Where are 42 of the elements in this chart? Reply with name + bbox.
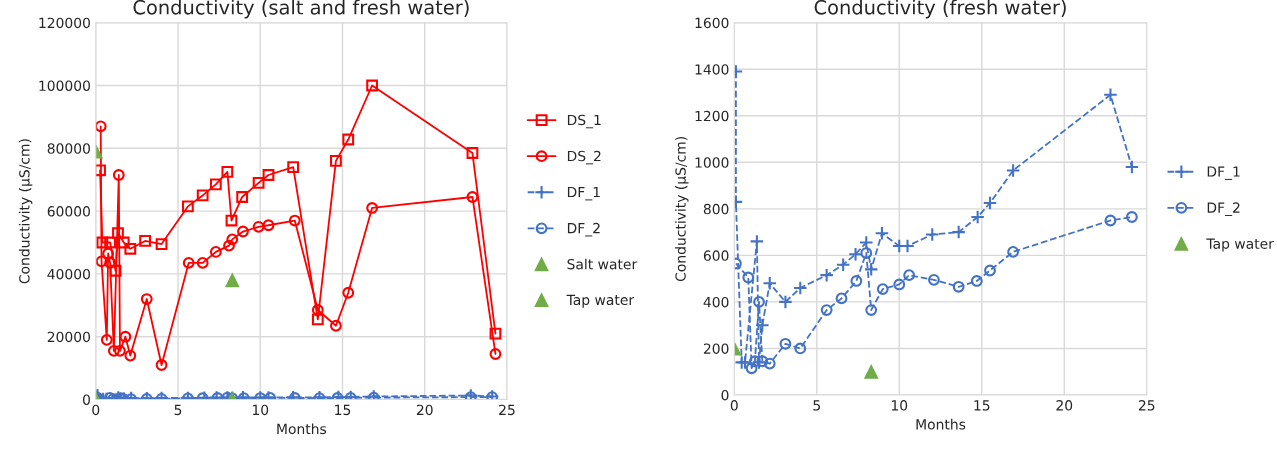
y-tick-label: 60000 — [47, 206, 90, 217]
chart-title: Conductivity (salt and fresh water) — [133, 0, 469, 19]
y-tick-label: 120000 — [39, 17, 90, 29]
x-tick-label: 5 — [174, 404, 182, 416]
x-tick-label: 0 — [730, 400, 738, 411]
x-tick-label: 25 — [1138, 400, 1155, 411]
y-tick-label: 200 — [703, 343, 729, 354]
x-tick-label: 10 — [891, 400, 908, 411]
y-tick-label: 1200 — [695, 110, 729, 122]
x-axis-title: Months — [277, 423, 327, 435]
legend-label: DS_1 — [567, 114, 601, 129]
legend-label: DF_2 — [567, 222, 600, 237]
x-tick-label: 15 — [335, 404, 351, 416]
legend-label: DF_1 — [567, 186, 600, 201]
y-tick-label: 600 — [703, 250, 729, 261]
y-axis-title: Conductivity (µS/cm) — [18, 139, 33, 284]
y-tick-label: 400 — [703, 296, 729, 308]
y-tick-label: 40000 — [47, 268, 90, 280]
y-tick-label: 0 — [721, 389, 729, 401]
y-tick-label: 800 — [703, 203, 729, 215]
chart-title: Conductivity (fresh water) — [814, 0, 1066, 19]
x-tick-label: 0 — [92, 404, 100, 416]
x-tick-label: 15 — [974, 400, 990, 411]
y-tick-label: 80000 — [47, 143, 90, 154]
legend-label: DF_2 — [1207, 202, 1240, 216]
x-tick-label: 10 — [252, 404, 269, 416]
x-tick-label: 20 — [416, 404, 433, 416]
x-tick-label: 5 — [813, 400, 820, 411]
legend-label: Tap water — [1206, 238, 1274, 252]
y-axis-title: Conductivity (µS/cm) — [675, 137, 689, 282]
x-tick-label: 20 — [1056, 400, 1073, 411]
y-tick-label: 100000 — [39, 80, 90, 91]
y-tick-label: 1000 — [695, 157, 729, 168]
legend-label: Tap water — [566, 294, 635, 308]
x-tick-label: 25 — [499, 404, 515, 416]
legend-label: Salt water — [567, 258, 638, 270]
y-tick-label: 1600 — [695, 17, 729, 29]
y-tick-label: 20000 — [47, 331, 90, 343]
legend-label: DS_2 — [567, 150, 601, 165]
legend-label: DF_1 — [1207, 166, 1240, 180]
y-tick-label: 1400 — [695, 64, 729, 75]
x-axis-title: Months — [916, 418, 966, 430]
